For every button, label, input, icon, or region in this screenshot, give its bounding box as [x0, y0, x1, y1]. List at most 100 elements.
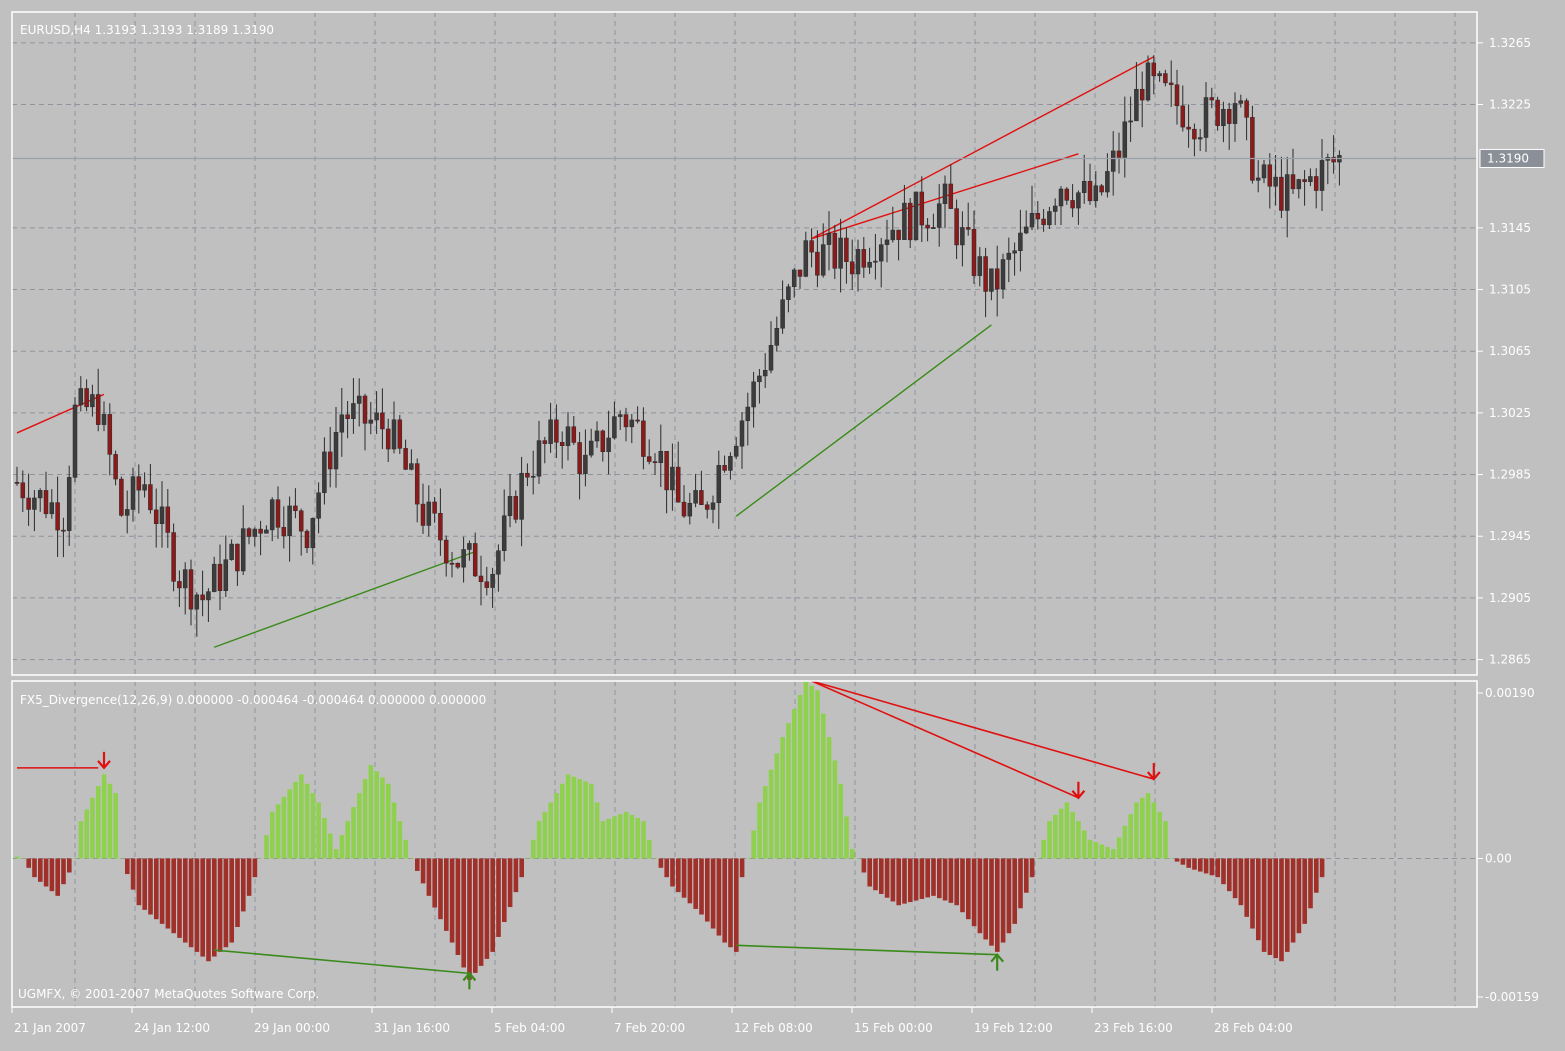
candle-body	[803, 240, 809, 277]
histogram-bar	[1319, 858, 1325, 878]
histogram-bar	[1145, 793, 1151, 859]
histogram-bar	[1157, 811, 1162, 859]
histogram-bar	[652, 858, 658, 859]
candle-body	[409, 463, 414, 470]
histogram-bar	[20, 858, 26, 859]
candle-body	[936, 203, 942, 228]
histogram-bar	[478, 858, 484, 966]
candle-body	[119, 478, 124, 516]
histogram-bar	[14, 856, 20, 859]
histogram-bar	[1256, 858, 1261, 941]
histogram-bar	[49, 858, 55, 892]
candle-body	[43, 490, 49, 515]
histogram-bar	[1029, 858, 1035, 878]
histogram-bar	[1082, 830, 1087, 859]
candle-body	[229, 543, 234, 560]
histogram-bar	[826, 737, 832, 859]
histogram-bar	[1128, 814, 1133, 859]
histogram-bar	[136, 858, 142, 906]
histogram-bar	[699, 858, 704, 915]
candle-body	[849, 261, 855, 275]
histogram-bar	[281, 796, 287, 859]
histogram-bar	[850, 849, 855, 859]
candle-body	[14, 482, 20, 484]
sell-arrow-icon	[97, 751, 111, 770]
candle-body	[617, 414, 623, 417]
histogram-bar	[693, 858, 698, 909]
candle-body	[670, 466, 675, 491]
histogram-bar	[1064, 802, 1070, 859]
candle-body	[72, 404, 78, 478]
histogram-bar	[96, 786, 101, 859]
histogram-bar	[304, 783, 310, 859]
candle-body	[1023, 226, 1029, 234]
candle-body	[438, 512, 443, 541]
candle-body	[281, 527, 287, 537]
candle-body	[965, 227, 971, 230]
candle-body	[1284, 174, 1290, 211]
candle-body	[1296, 179, 1302, 190]
histogram-bar	[531, 839, 536, 859]
candle-body	[165, 506, 171, 533]
histogram-bar	[409, 858, 414, 859]
candle-body	[49, 502, 55, 515]
histogram-bar	[467, 858, 472, 980]
histogram-bar	[55, 858, 60, 896]
candle-body	[1035, 213, 1041, 220]
candle-body	[374, 412, 379, 421]
candle-body	[420, 503, 426, 526]
candle-body	[113, 454, 118, 480]
histogram-bar	[188, 858, 194, 948]
candle-body	[1250, 117, 1255, 181]
histogram-bar	[838, 783, 843, 859]
indicator-panel[interactable]: FX5_Divergence(12,26,9) 0.000000 -0.0004…	[11, 680, 1539, 1008]
candle-body	[977, 256, 983, 276]
histogram-bar	[995, 858, 1000, 952]
candle-body	[322, 451, 327, 494]
histogram-bar	[316, 802, 321, 859]
candle-body	[130, 476, 136, 510]
candle-body	[455, 562, 461, 568]
histogram-bar	[1053, 814, 1058, 859]
candle-body	[693, 490, 698, 504]
candle-body	[954, 208, 959, 246]
indicator-tick-label: 0.00	[1485, 851, 1512, 865]
candle-body	[1215, 99, 1220, 127]
candle-body	[217, 563, 223, 592]
candle-body	[530, 475, 536, 478]
candle-body	[84, 388, 89, 408]
histogram-bar	[1070, 811, 1075, 859]
candle-body	[356, 395, 362, 404]
histogram-bar	[397, 821, 403, 859]
histogram-bar	[1000, 858, 1006, 943]
candle-body	[583, 454, 588, 475]
candle-body	[211, 563, 217, 592]
candle-body	[1261, 164, 1267, 179]
histogram-bar	[357, 793, 362, 859]
histogram-bar	[142, 858, 147, 910]
histogram-bar	[113, 793, 118, 859]
candle-body	[380, 412, 385, 430]
histogram-bar	[322, 818, 327, 859]
histogram-bar	[577, 779, 582, 859]
candle-body	[948, 183, 954, 209]
candle-body	[612, 416, 617, 439]
histogram-bar	[774, 753, 780, 859]
candle-body	[994, 268, 1000, 290]
indicator-tick-label: 0.00190	[1485, 686, 1535, 700]
histogram-bar	[287, 789, 292, 859]
histogram-bar	[1058, 808, 1064, 859]
candle-body	[95, 394, 101, 425]
histogram-bar	[548, 802, 553, 859]
price-tick-label: 1.2945	[1489, 529, 1531, 543]
candle-body	[478, 575, 484, 582]
candle-body	[293, 505, 298, 512]
price-panel[interactable]: EURUSD,H4 1.3193 1.3193 1.3189 1.3190 1.…	[11, 11, 1545, 676]
histogram-bar	[641, 821, 646, 859]
histogram-bar	[1099, 844, 1104, 859]
sell-arrow-icon	[1146, 763, 1161, 781]
histogram-bar	[519, 858, 524, 878]
histogram-bar	[1273, 858, 1278, 959]
histogram-bar	[606, 818, 611, 859]
